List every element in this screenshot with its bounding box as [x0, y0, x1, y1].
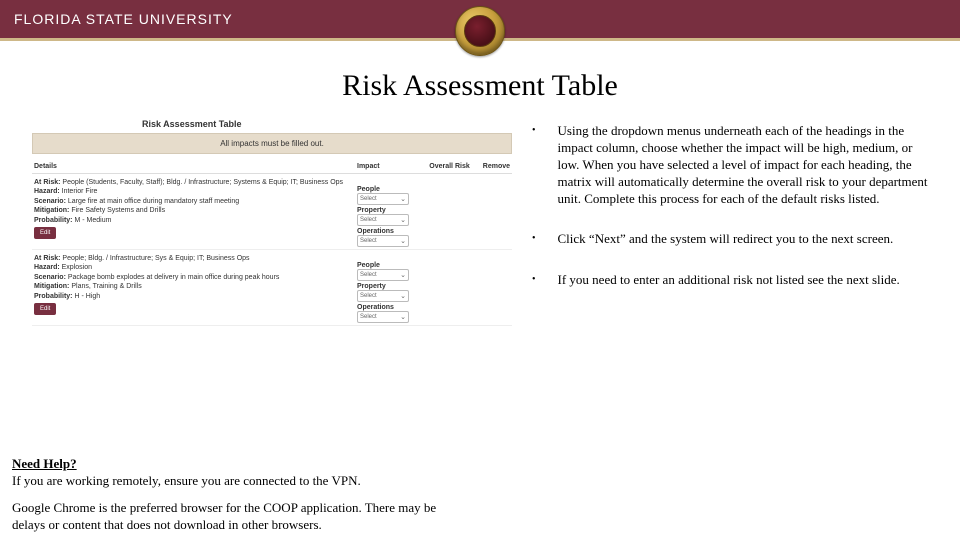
- impact-cell: People Select Property Select Operations…: [357, 176, 427, 249]
- need-help-label: Need Help?: [12, 456, 77, 471]
- remove-cell: [472, 252, 512, 325]
- table-row: At Risk: People (Students, Faculty, Staf…: [32, 174, 512, 250]
- overall-risk-cell: [427, 176, 472, 249]
- details-cell: At Risk: People; Bldg. / Infrastructure;…: [32, 252, 357, 325]
- footer-line-1: If you are working remotely, ensure you …: [12, 473, 472, 490]
- val-at-risk: People (Students, Faculty, Staff); Bldg.…: [62, 179, 343, 186]
- impact-people-select[interactable]: Select: [357, 193, 409, 205]
- label-mitigation: Mitigation:: [34, 207, 69, 214]
- bullet-icon: •: [532, 272, 536, 289]
- list-item: • If you need to enter an additional risk…: [532, 272, 928, 289]
- bullet-icon: •: [532, 123, 536, 207]
- impact-operations-label: Operations: [357, 304, 427, 311]
- label-scenario: Scenario:: [34, 274, 66, 281]
- thumb-heading: Risk Assessment Table: [32, 113, 512, 133]
- val-mitigation: Plans, Training & Drills: [71, 283, 141, 290]
- val-hazard: Explosion: [62, 264, 92, 271]
- impact-operations-label: Operations: [357, 228, 427, 235]
- thumb-banner: All impacts must be filled out.: [32, 133, 512, 154]
- label-at-risk: At Risk:: [34, 179, 60, 186]
- impact-cell: People Select Property Select Operations…: [357, 252, 427, 325]
- bullet-text: Using the dropdown menus underneath each…: [558, 123, 928, 207]
- col-details: Details: [32, 163, 357, 170]
- page-title: Risk Assessment Table: [0, 69, 960, 103]
- bullet-icon: •: [532, 231, 536, 248]
- instructions: • Using the dropdown menus underneath eac…: [532, 113, 928, 413]
- remove-cell: [472, 176, 512, 249]
- val-probability: H - High: [74, 293, 100, 300]
- impact-property-label: Property: [357, 207, 427, 214]
- bullet-text: Click “Next” and the system will redirec…: [558, 231, 928, 248]
- col-impact: Impact: [357, 163, 427, 170]
- val-mitigation: Fire Safety Systems and Drills: [71, 207, 165, 214]
- label-probability: Probability:: [34, 217, 73, 224]
- impact-people-label: People: [357, 262, 427, 269]
- impact-operations-select[interactable]: Select: [357, 311, 409, 323]
- label-hazard: Hazard:: [34, 264, 60, 271]
- table-row: At Risk: People; Bldg. / Infrastructure;…: [32, 250, 512, 326]
- risk-table-screenshot: Risk Assessment Table All impacts must b…: [32, 113, 512, 413]
- val-scenario: Package bomb explodes at delivery in mai…: [68, 274, 280, 281]
- thumb-header-row: Details Impact Overall Risk Remove: [32, 160, 512, 174]
- val-scenario: Large fire at main office during mandato…: [68, 198, 239, 205]
- content-row: Risk Assessment Table All impacts must b…: [0, 103, 960, 413]
- label-hazard: Hazard:: [34, 188, 60, 195]
- overall-risk-cell: [427, 252, 472, 325]
- org-name: FLORIDA STATE UNIVERSITY: [14, 11, 233, 27]
- impact-property-select[interactable]: Select: [357, 290, 409, 302]
- edit-button[interactable]: Edit: [34, 227, 56, 239]
- col-risk: Overall Risk: [427, 163, 472, 170]
- impact-property-label: Property: [357, 283, 427, 290]
- val-at-risk: People; Bldg. / Infrastructure; Sys & Eq…: [62, 255, 249, 262]
- label-at-risk: At Risk:: [34, 255, 60, 262]
- label-scenario: Scenario:: [34, 198, 66, 205]
- val-hazard: Interior Fire: [62, 188, 98, 195]
- label-probability: Probability:: [34, 293, 73, 300]
- university-seal-icon: [455, 6, 505, 56]
- val-probability: M - Medium: [74, 217, 111, 224]
- list-item: • Click “Next” and the system will redire…: [532, 231, 928, 248]
- impact-property-select[interactable]: Select: [357, 214, 409, 226]
- footer-help: Need Help? If you are working remotely, …: [12, 456, 472, 534]
- edit-button[interactable]: Edit: [34, 303, 56, 315]
- footer-line-2: Google Chrome is the preferred browser f…: [12, 500, 472, 534]
- impact-people-label: People: [357, 186, 427, 193]
- label-mitigation: Mitigation:: [34, 283, 69, 290]
- list-item: • Using the dropdown menus underneath eac…: [532, 123, 928, 207]
- details-cell: At Risk: People (Students, Faculty, Staf…: [32, 176, 357, 249]
- impact-operations-select[interactable]: Select: [357, 235, 409, 247]
- col-remove: Remove: [472, 163, 512, 170]
- bullet-text: If you need to enter an additional risk …: [558, 272, 928, 289]
- impact-people-select[interactable]: Select: [357, 269, 409, 281]
